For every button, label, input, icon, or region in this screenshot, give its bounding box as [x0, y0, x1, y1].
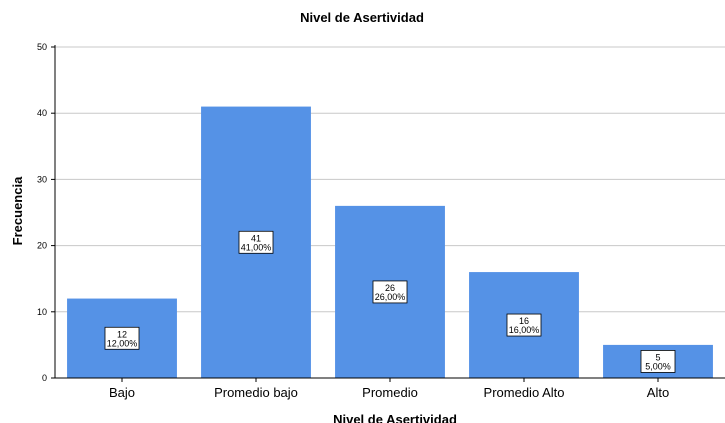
data-label-count: 26: [385, 283, 395, 293]
data-label-count: 41: [251, 233, 261, 243]
x-category-label: Promedio: [362, 385, 418, 400]
chart-title: Nivel de Asertividad: [300, 10, 424, 25]
x-axis-label: Nivel de Asertividad: [333, 412, 457, 423]
data-label-percent: 26,00%: [375, 292, 406, 302]
data-label-count: 5: [655, 352, 660, 362]
data-label-box: [640, 350, 676, 373]
data-label-count: 16: [519, 316, 529, 326]
data-label-box: [372, 280, 408, 304]
x-category-labels: Bajo Promedio bajo Promedio Promedio Alto Al…: [109, 378, 669, 400]
y-tick-label: 10: [37, 307, 47, 317]
x-category-label: Alto: [647, 385, 669, 400]
data-label-box: [238, 230, 274, 254]
y-axis-label: Frecuencia: [10, 176, 25, 245]
y-tick-label: 30: [37, 174, 47, 184]
y-tick-label: 20: [37, 241, 47, 251]
data-label-count: 12: [117, 329, 127, 339]
x-category-label: Promedio bajo: [214, 385, 298, 400]
data-label-box: [506, 313, 542, 337]
x-category-label: Promedio Alto: [484, 385, 565, 400]
data-label-percent: 16,00%: [509, 325, 540, 335]
data-label-box: [104, 326, 140, 350]
data-label-percent: 12,00%: [107, 338, 138, 348]
data-label-percent: 41,00%: [241, 242, 272, 252]
y-tick-label: 50: [37, 42, 47, 52]
bars: [67, 106, 713, 378]
y-tick-labels: 0 10 20 30 40 50: [37, 42, 55, 383]
y-tick-label: 40: [37, 108, 47, 118]
data-label-percent: 5,00%: [645, 361, 671, 371]
y-tick-label: 0: [42, 373, 47, 383]
x-category-label: Bajo: [109, 385, 135, 400]
grid-lines: [55, 46, 725, 313]
